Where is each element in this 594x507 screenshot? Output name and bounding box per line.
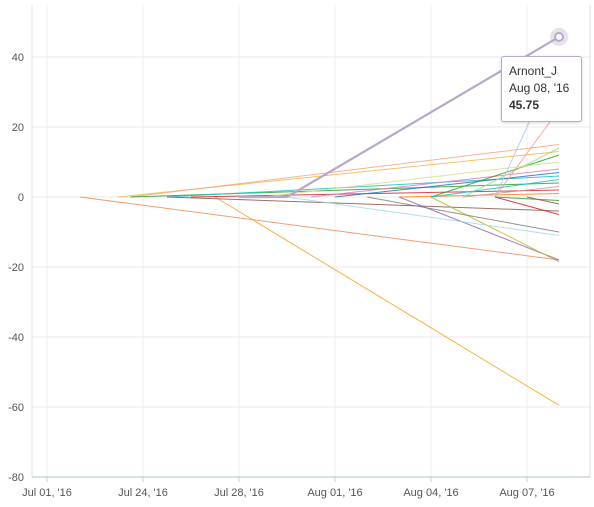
series-line[interactable] xyxy=(286,196,560,236)
axes: 40 20 0 -20 -40 -60 -80 Jul 01, '16 Jul 24, '16 J… xyxy=(8,5,591,499)
series-line-highlighted[interactable] xyxy=(239,35,560,199)
y-tick-label: 20 xyxy=(12,122,24,134)
series-lines xyxy=(79,35,560,406)
grid xyxy=(32,5,590,478)
series-line[interactable] xyxy=(526,196,560,205)
series-line[interactable] xyxy=(310,168,560,198)
x-tick-label: Jul 01, '16 xyxy=(22,487,72,499)
x-tick-label: Aug 04, '16 xyxy=(403,487,458,499)
series-line[interactable] xyxy=(494,109,560,198)
series-line[interactable] xyxy=(494,196,560,201)
series-line[interactable] xyxy=(79,196,560,261)
series-line[interactable] xyxy=(462,147,560,198)
series-line[interactable] xyxy=(430,154,560,198)
series-line[interactable] xyxy=(262,161,560,198)
y-tick-label: -60 xyxy=(8,402,24,414)
y-tick-label: -20 xyxy=(8,262,24,274)
series-line[interactable] xyxy=(430,196,560,263)
x-tick-label: Aug 07, '16 xyxy=(499,487,554,499)
series-line[interactable] xyxy=(398,196,560,261)
series-line[interactable] xyxy=(430,179,560,198)
x-tick-label: Aug 01, '16 xyxy=(307,487,362,499)
y-tick-label: -80 xyxy=(8,472,24,484)
y-tick-label: 40 xyxy=(12,52,24,64)
y-tick-label: -40 xyxy=(8,332,24,344)
series-line[interactable] xyxy=(334,172,560,198)
x-tick-label: Jul 24, '16 xyxy=(118,487,168,499)
series-line[interactable] xyxy=(214,196,560,406)
highlight-marker xyxy=(550,27,568,46)
x-tick-label: Jul 28, '16 xyxy=(214,487,264,499)
series-line[interactable] xyxy=(130,144,560,198)
marker-point[interactable] xyxy=(554,31,564,42)
series-line[interactable] xyxy=(462,186,560,198)
tooltip: Arnont_J Aug 08, '16 45.75 xyxy=(501,56,582,122)
series-line[interactable] xyxy=(166,196,560,212)
series-line[interactable] xyxy=(366,196,560,233)
tooltip-series-name: Arnont_J xyxy=(509,64,558,78)
tooltip-value: 45.75 xyxy=(509,98,540,112)
tooltip-date: Aug 08, '16 xyxy=(509,81,570,95)
y-tick-label: 0 xyxy=(18,192,24,204)
series-line[interactable] xyxy=(494,196,560,215)
